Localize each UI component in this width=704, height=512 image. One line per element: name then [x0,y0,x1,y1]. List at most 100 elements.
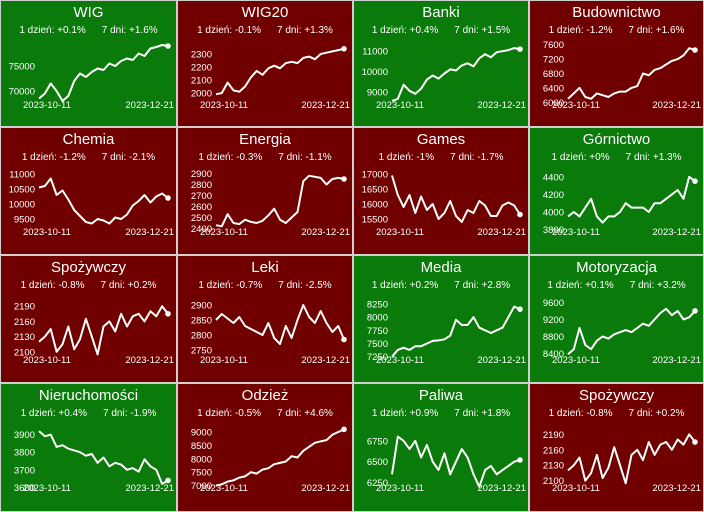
series-line [38,177,169,225]
week-change-label: 7 dni: -1.9% [103,408,157,419]
y-tick-label: 9200 [543,315,564,326]
series-line [215,428,345,487]
x-end-label: 2023-12-21 [477,100,526,111]
y-tick-label: 3700 [14,465,35,476]
week-change-label: 7 dni: -2.5% [278,280,332,291]
chart-stats: 1 dzień: -0.3% 7 dni: -1.1% [178,152,352,163]
series-line [38,430,169,485]
chart-plot: 70000 75000 [9,43,171,102]
series-line [567,47,696,100]
y-tick-label: 10500 [9,185,35,196]
y-tick-label: 2160 [543,445,564,456]
x-end-label: 2023-12-21 [652,483,701,494]
y-tick-label: 8250 [367,299,388,310]
chart-stats: 1 dzień: +0.4% 7 dni: +1.5% [354,25,528,36]
chart-stats: 1 dzień: -1% 7 dni: -1.7% [354,152,528,163]
series-line [391,175,521,223]
last-point-marker [692,178,698,184]
y-tick-label: 9500 [14,215,35,226]
x-start-label: 2023-10-11 [376,355,424,366]
week-change-label: 7 dni: +1.5% [454,25,511,36]
y-tick-label: 6250 [367,478,388,489]
series-line [567,175,696,224]
chart-stats: 1 dzień: +0.1% 7 dni: +1.6% [1,25,176,36]
day-change-label: 1 dzień: +0.1% [19,25,86,36]
y-tick-label: 2130 [543,461,564,472]
chart-plot: 3800 4000 4200 4400 [543,172,698,236]
day-change-label: 1 dzień: -1.2% [548,25,613,36]
chart-title: Energia [239,131,291,148]
y-tick-label: 7200 [543,55,564,66]
y-tick-label: 2900 [191,169,212,180]
chart-plot: 2100 2130 2160 2190 [543,430,698,487]
y-tick-label: 15500 [362,215,388,226]
x-end-label: 2023-12-21 [125,483,174,494]
y-tick-label: 2700 [191,191,212,202]
y-tick-label: 7600 [543,40,564,51]
day-change-label: 1 dzień: -0.1% [197,25,262,36]
y-tick-label: 2160 [14,317,35,328]
y-tick-label: 8000 [191,454,212,465]
chart-panel: WIG20 1 dzień: -0.1% 7 dni: +1.3% 2000 2100 2… [177,0,353,127]
y-tick-label: 16500 [362,185,388,196]
last-point-marker [165,43,171,49]
chart-plot: 6000 6400 6800 7200 7600 [543,40,698,109]
chart-stats: 1 dzień: +0.1% 7 dni: +3.2% [530,280,703,291]
chart-title: Banki [422,4,460,21]
y-tick-label: 16000 [362,200,388,211]
x-end-label: 2023-12-21 [477,483,526,494]
week-change-label: 7 dni: +1.6% [628,25,685,36]
chart-title: Games [416,131,466,148]
last-point-marker [165,195,171,201]
y-tick-label: 6400 [543,83,564,94]
chart-plot: 2000 2100 2200 2300 [191,46,347,100]
week-change-label: 7 dni: +0.2% [100,280,157,291]
series-line [391,305,521,358]
x-end-label: 2023-12-21 [125,355,174,366]
x-end-label: 2023-12-21 [301,355,350,366]
y-tick-label: 7500 [367,339,388,350]
chart-title: Budownictwo [572,4,661,21]
y-tick-label: 4200 [543,190,564,201]
y-tick-label: 2190 [14,302,35,313]
chart-stats: 1 dzień: +0.2% 7 dni: +2.8% [354,280,528,291]
x-start-label: 2023-10-11 [376,483,424,494]
x-start-label: 2023-10-11 [200,483,248,494]
chart-stats: 1 dzień: -0.7% 7 dni: -2.5% [178,280,352,291]
chart-stats: 1 dzień: -1.2% 7 dni: +1.6% [530,25,703,36]
week-change-label: 7 dni: +1.3% [277,25,333,36]
series-line [567,307,696,356]
week-change-label: 7 dni: +1.3% [625,152,682,163]
day-change-label: 1 dzień: +0.1% [547,280,614,291]
chart-title: WIG20 [241,4,289,21]
y-tick-label: 10000 [9,200,35,211]
y-tick-label: 2600 [191,202,212,213]
y-tick-label: 8800 [543,332,564,343]
y-tick-label: 11000 [362,47,388,58]
chart-title: Paliwa [418,387,464,404]
y-tick-label: 2100 [191,76,212,87]
x-start-label: 2023-10-11 [23,355,71,366]
day-change-label: 1 dzień: +0% [551,152,610,163]
chart-stats: 1 dzień: +0.4% 7 dni: -1.9% [1,408,176,419]
chart-title: Chemia [62,131,115,148]
chart-title: Spożywczy [50,259,127,276]
chart-title: Nieruchomości [38,387,139,404]
y-tick-label: 2190 [543,430,564,441]
last-point-marker [517,306,523,312]
chart-plot: 7000 7500 8000 8500 9000 [191,426,347,492]
last-point-marker [341,426,347,433]
x-end-label: 2023-12-21 [652,100,701,111]
day-change-label: 1 dzień: -1.2% [21,152,86,163]
y-tick-label: 4400 [543,172,564,183]
last-point-marker [517,457,523,463]
series-line [215,304,345,345]
chart-title: Media [420,259,462,276]
x-start-label: 2023-10-11 [23,227,71,238]
chart-stats: 1 dzień: -1.2% 7 dni: -2.1% [1,152,176,163]
x-end-label: 2023-12-21 [301,483,350,494]
chart-plot: 2100 2130 2160 2190 [14,302,171,358]
y-tick-label: 6500 [367,457,388,468]
